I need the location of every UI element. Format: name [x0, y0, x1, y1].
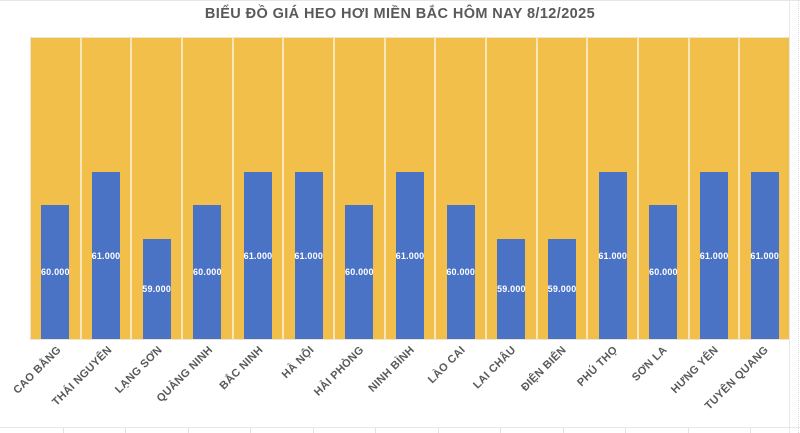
x-axis-label: CAO BẰNG [11, 344, 64, 397]
category-band: 61.000 [234, 38, 285, 339]
bar-value-label: 61.000 [750, 250, 780, 261]
worksheet-gridline-right [798, 0, 799, 433]
worksheet-column-tick [688, 427, 689, 433]
x-axis-label: HẢI PHÒNG [312, 344, 367, 399]
bar: 61.000 [396, 172, 424, 339]
x-axis-label: HƯNG YÊN [668, 344, 721, 396]
worksheet-column-tick [438, 427, 439, 433]
x-axis-label: ĐIỆN BIÊN [519, 344, 570, 394]
x-axis-label: LÀO CAI [426, 344, 469, 386]
bar: 61.000 [598, 172, 628, 339]
bar-value-label: 61.000 [699, 250, 729, 261]
x-axis-label: PHÚ THỌ [574, 344, 620, 389]
category-band: 60.000 [183, 38, 234, 339]
bar: 59.000 [548, 239, 576, 339]
bar-value-label: 61.000 [598, 250, 628, 261]
category-band: 59.000 [538, 38, 589, 339]
bar-value-label: 61.000 [294, 250, 324, 261]
x-axis-label: HÀ NỘI [279, 344, 317, 381]
worksheet-gridline-top [0, 0, 800, 1]
bar: 59.000 [142, 239, 172, 339]
worksheet-column-tick [750, 427, 751, 433]
worksheet-column-tick [250, 427, 251, 433]
plot-area: 60.000 61.000 59.000 60.000 61.000 61.000 60.0… [30, 37, 790, 340]
bar-value-label: 59.000 [547, 284, 577, 294]
bar-value-label: 59.000 [142, 284, 172, 294]
bar: 60.000 [649, 205, 678, 339]
bar: 61.000 [700, 172, 728, 339]
category-band: 59.000 [487, 38, 538, 339]
bar-value-label: 61.000 [395, 250, 425, 261]
chart-title: BIỂU ĐỒ GIÁ HEO HƠI MIỀN BẮC HÔM NAY 8/1… [204, 6, 596, 22]
x-axis-label: BẮC NINH [217, 344, 266, 393]
category-band: 61.000 [284, 38, 336, 339]
category-band: 61.000 [386, 38, 437, 339]
category-band: 60.000 [335, 38, 386, 339]
category-band: 59.000 [132, 38, 184, 339]
bar-value-label: 59.000 [497, 284, 526, 294]
bar: 59.000 [497, 239, 526, 339]
worksheet-column-tick [375, 427, 376, 433]
category-band: 61.000 [690, 38, 741, 339]
category-band: 61.000 [82, 38, 133, 339]
bar: 61.000 [294, 172, 324, 339]
bar: 60.000 [344, 205, 374, 339]
x-axis-label: NINH BÌNH [366, 344, 418, 395]
bar-value-label: 61.000 [243, 250, 273, 261]
x-axis-label: SƠN LA [630, 344, 671, 384]
x-axis-label: LẠNG SƠN [113, 344, 165, 396]
bar-value-label: 60.000 [446, 267, 476, 277]
worksheet-column-tick [563, 427, 564, 433]
category-band: 61.000 [740, 38, 789, 339]
bar: 60.000 [446, 205, 476, 339]
bar-value-label: 60.000 [192, 267, 222, 277]
worksheet-column-tick [63, 427, 64, 433]
worksheet-column-tick [188, 427, 189, 433]
category-band: 60.000 [436, 38, 488, 339]
bar: 60.000 [41, 205, 69, 339]
worksheet-gridline-bottom [0, 427, 800, 428]
bar: 61.000 [750, 172, 780, 339]
bar: 61.000 [92, 172, 120, 339]
category-band: 60.000 [639, 38, 690, 339]
bar: 61.000 [244, 172, 272, 339]
worksheet-column-tick [125, 427, 126, 433]
x-axis-label: LAI CHÂU [471, 344, 519, 392]
bar-value-label: 60.000 [344, 267, 374, 277]
bar-value-label: 60.000 [40, 267, 70, 277]
bar: 60.000 [192, 205, 222, 339]
bar-value-label: 60.000 [649, 267, 678, 277]
category-band: 60.000 [31, 38, 82, 339]
worksheet-column-tick [625, 427, 626, 433]
chart-right-border [789, 0, 790, 433]
worksheet-column-tick [313, 427, 314, 433]
worksheet-column-tick [500, 427, 501, 433]
category-band: 61.000 [588, 38, 640, 339]
bar-value-label: 61.000 [91, 250, 121, 261]
